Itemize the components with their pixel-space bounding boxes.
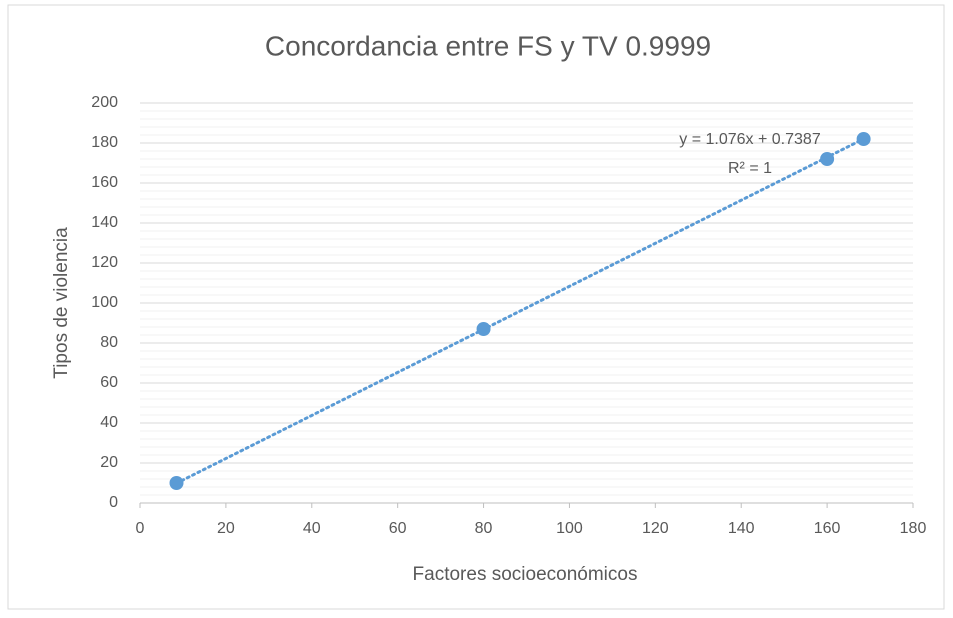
trendline xyxy=(175,137,866,485)
point xyxy=(476,322,491,336)
x-tick-label: 80 xyxy=(475,520,493,537)
x-tick-label: 160 xyxy=(814,520,841,537)
x-axis-title: Factores socioeconómicos xyxy=(413,564,638,585)
x-tick-label: 100 xyxy=(556,520,583,537)
y-tick-label: 60 xyxy=(100,374,118,391)
x-tick-label: 40 xyxy=(303,520,321,537)
x-tick-label: 180 xyxy=(900,520,927,537)
y-tick-label: 120 xyxy=(91,254,118,271)
chart-title: Concordancia entre FS y TV 0.9999 xyxy=(265,30,711,61)
y-tick-label: 40 xyxy=(100,414,118,431)
y-axis-title: Tipos de violencia xyxy=(51,227,72,379)
point xyxy=(856,132,871,146)
point xyxy=(169,476,184,490)
chart-border xyxy=(7,4,945,610)
x-tick-label: 20 xyxy=(217,520,235,537)
y-tick-label: 140 xyxy=(91,214,118,231)
trendline-equation: y = 1.076x + 0.7387 xyxy=(679,131,821,148)
y-tick-label: 200 xyxy=(91,94,118,111)
y-tick-label: 0 xyxy=(109,494,118,511)
y-tick-label: 20 xyxy=(100,454,118,471)
x-tick-label: 120 xyxy=(642,520,669,537)
y-tick-label: 100 xyxy=(91,294,118,311)
x-tick-label: 60 xyxy=(389,520,407,537)
x-tick-label: 140 xyxy=(728,520,755,537)
y-tick-label: 180 xyxy=(91,134,118,151)
y-tick-label: 80 xyxy=(100,334,118,351)
point xyxy=(820,152,835,166)
x-tick-label: 0 xyxy=(136,520,145,537)
y-tick-label: 160 xyxy=(91,174,118,191)
trendline-r2: R² = 1 xyxy=(728,160,772,177)
